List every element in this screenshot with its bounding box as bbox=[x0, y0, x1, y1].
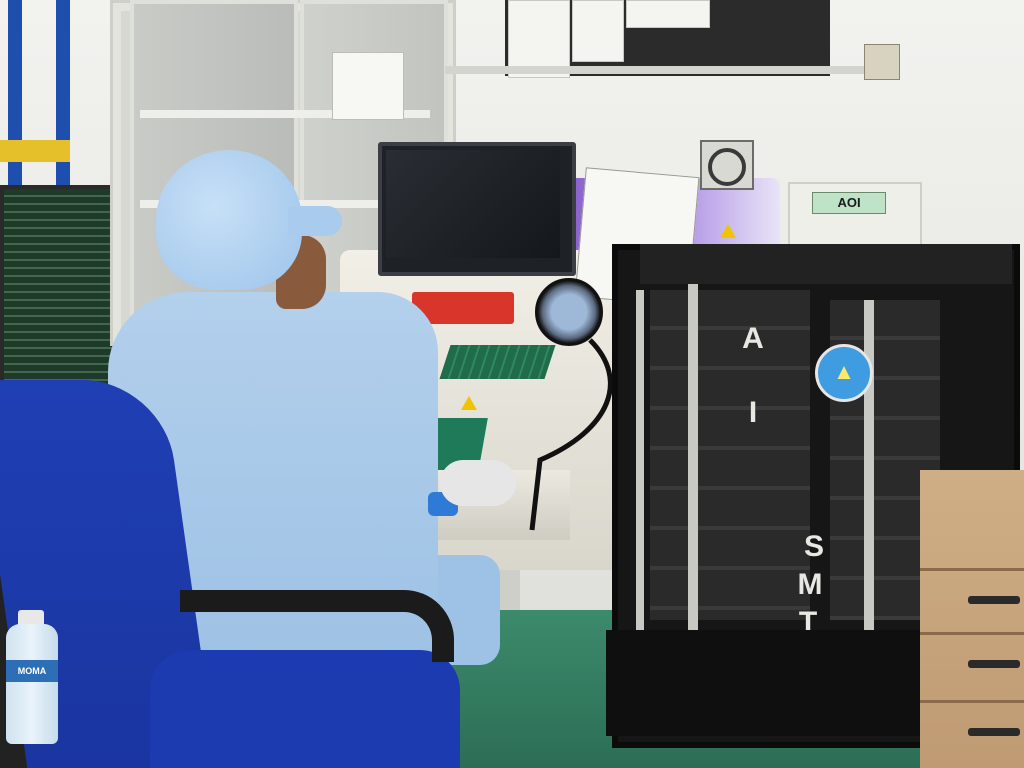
water-bottle bbox=[6, 624, 58, 744]
rack-sticker-icon: ▲ bbox=[815, 344, 873, 402]
notice-sheet bbox=[572, 0, 624, 62]
lamp-arm bbox=[529, 338, 613, 531]
fan-icon bbox=[708, 148, 746, 186]
rack-rail bbox=[688, 284, 698, 640]
cap-visor bbox=[288, 206, 342, 236]
drawer-divider bbox=[920, 632, 1024, 635]
notice-sheet bbox=[508, 0, 570, 78]
paper-note bbox=[332, 52, 404, 120]
notice-sheet bbox=[626, 0, 710, 28]
drawer-handle bbox=[968, 596, 1020, 604]
aoi-label: AOI bbox=[812, 192, 886, 214]
warning-icon bbox=[720, 224, 736, 238]
wall-pipe bbox=[445, 66, 865, 74]
drawer-cabinet bbox=[920, 470, 1024, 768]
drawer-handle bbox=[968, 728, 1020, 736]
drawer-handle bbox=[968, 660, 1020, 668]
blue-rack-post bbox=[56, 0, 70, 200]
rack-rail bbox=[864, 300, 874, 680]
magnifier-lamp-icon bbox=[535, 278, 603, 346]
drawer-divider bbox=[920, 568, 1024, 571]
red-parts-tray bbox=[412, 292, 514, 324]
drawer-divider bbox=[920, 700, 1024, 703]
chair-armrest bbox=[180, 590, 454, 662]
monitor-screen bbox=[386, 150, 560, 258]
rack-letter-s: S bbox=[803, 530, 824, 563]
rack-slots bbox=[650, 290, 810, 620]
yellow-rack-beam bbox=[0, 140, 70, 162]
warning-icon bbox=[461, 396, 477, 410]
rack-letter-i: I bbox=[748, 396, 758, 429]
bottle-cap bbox=[18, 610, 44, 628]
rack-letter-m: M bbox=[797, 568, 823, 601]
rack-top-handle bbox=[640, 244, 1012, 284]
white-glove bbox=[440, 460, 516, 506]
power-socket bbox=[864, 44, 900, 80]
rack-letter-a: A bbox=[742, 322, 764, 355]
cabinet-shelf bbox=[140, 110, 430, 118]
rack-rail bbox=[636, 290, 644, 640]
hair-cap bbox=[156, 150, 302, 290]
rack-base bbox=[606, 630, 926, 736]
chair-seat bbox=[150, 650, 460, 768]
bottle-label: MOMA bbox=[6, 660, 58, 682]
